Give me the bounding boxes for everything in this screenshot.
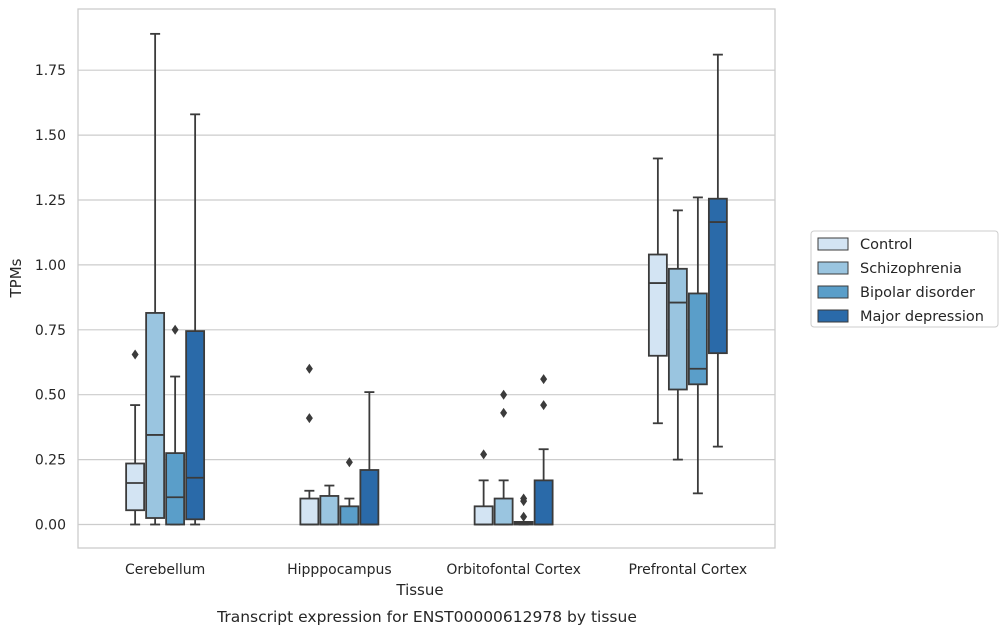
- outlier-point: [345, 457, 353, 468]
- box-major-depression: [359, 391, 380, 526]
- box-control: [125, 349, 146, 526]
- outlier-point: [171, 324, 179, 335]
- outlier-point: [131, 349, 139, 360]
- box-bipolar-disorder: [339, 457, 360, 526]
- outlier-point: [520, 493, 528, 504]
- box-bipolar-disorder: [165, 324, 186, 526]
- outlier-point: [540, 400, 548, 411]
- legend-label: Schizophrenia: [860, 261, 962, 277]
- box-bipolar-disorder: [687, 196, 708, 495]
- box-body: [707, 197, 728, 355]
- legend-swatch: [817, 261, 849, 275]
- y-tick-label: 0.25: [35, 453, 66, 469]
- legend-label: Bipolar disorder: [860, 285, 975, 301]
- outlier-point: [500, 407, 508, 418]
- box-body: [319, 495, 340, 526]
- box-schizophrenia: [319, 484, 340, 526]
- box-body: [145, 312, 166, 519]
- y-tick-label: 1.75: [35, 63, 66, 79]
- box-groups: [125, 32, 728, 526]
- box-schizophrenia: [493, 389, 514, 526]
- box-body: [473, 505, 494, 526]
- plot-frame: [77, 8, 776, 549]
- outlier-point: [500, 389, 508, 400]
- box-major-depression: [707, 53, 728, 448]
- box-major-depression: [185, 113, 206, 526]
- x-tick-label: Cerebellum: [125, 562, 205, 578]
- x-tick-label: Prefrontal Cortex: [629, 562, 748, 578]
- box-body: [493, 497, 514, 526]
- y-tick-label: 1.50: [35, 128, 66, 144]
- box-body: [359, 469, 380, 526]
- box-schizophrenia: [667, 209, 688, 461]
- box-body: [299, 497, 320, 526]
- y-tick-label: 1.25: [35, 193, 66, 209]
- box-control: [473, 449, 494, 526]
- y-tick-label: 0.75: [35, 323, 66, 339]
- box-body: [687, 292, 708, 386]
- y-tick-label: 0.50: [35, 388, 66, 404]
- box-bipolar-disorder: [513, 493, 534, 526]
- x-tick-labels: Cerebellum Hipppocampus Orbitofontal Corte…: [125, 562, 747, 578]
- legend-frame: [810, 230, 999, 328]
- box-control: [647, 157, 668, 425]
- box-body: [185, 330, 206, 521]
- box-body: [667, 267, 688, 391]
- box-body: [533, 479, 554, 526]
- outlier-point: [540, 374, 548, 385]
- outlier-point: [305, 363, 313, 374]
- legend-label: Major depression: [860, 309, 984, 325]
- x-tick-label: Orbitofontal Cortex: [446, 562, 581, 578]
- chart-caption: Transcript expression for ENST0000061297…: [216, 608, 637, 626]
- y-axis-label: TPMs: [7, 258, 25, 298]
- outlier-point: [480, 449, 488, 460]
- box-body: [339, 505, 360, 526]
- outlier-point: [520, 511, 528, 522]
- y-tick-label: 1.00: [35, 258, 66, 274]
- legend-swatch: [817, 309, 849, 323]
- box-major-depression: [533, 374, 554, 526]
- outlier-point: [305, 413, 313, 424]
- box-body: [165, 452, 186, 526]
- y-tick-label: 0.00: [35, 518, 66, 534]
- box-body: [125, 462, 146, 512]
- legend-swatch: [817, 237, 849, 251]
- box-body: [647, 253, 668, 357]
- x-axis-label: Tissue: [395, 581, 443, 599]
- box-control: [299, 363, 320, 526]
- legend-swatch: [817, 285, 849, 299]
- legend: Control Schizophrenia Bipolar disorder Majo…: [810, 230, 999, 328]
- x-tick-label: Hipppocampus: [287, 562, 392, 578]
- y-tick-labels: 0.00 0.25 0.50 0.75 1.00 1.25 1.50 1.75: [35, 63, 66, 533]
- legend-label: Control: [860, 237, 912, 253]
- box-schizophrenia: [145, 32, 166, 526]
